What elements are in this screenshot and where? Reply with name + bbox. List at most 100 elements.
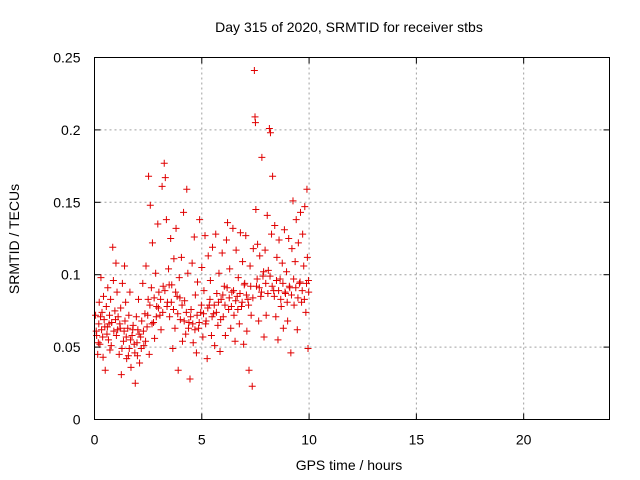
data-point xyxy=(287,291,295,299)
data-point xyxy=(249,294,257,302)
data-point xyxy=(270,292,278,300)
data-point xyxy=(296,278,304,286)
data-point xyxy=(165,281,173,289)
x-tick-labels: 0 5 10 15 20 xyxy=(91,432,532,448)
data-point xyxy=(139,327,147,335)
data-point xyxy=(139,279,147,287)
data-point xyxy=(193,311,201,319)
data-point xyxy=(223,284,231,292)
data-point xyxy=(94,339,102,347)
data-point xyxy=(236,229,244,237)
data-point xyxy=(245,366,253,374)
data-point xyxy=(142,337,150,345)
data-point xyxy=(132,313,140,321)
data-point xyxy=(122,298,130,306)
data-point xyxy=(137,333,145,341)
data-point xyxy=(180,208,188,216)
y-axis-label: SRMTID / TECUs xyxy=(6,184,22,294)
data-point xyxy=(125,345,133,353)
data-point xyxy=(145,350,153,358)
data-point xyxy=(219,291,227,299)
data-point xyxy=(122,333,130,341)
data-point xyxy=(172,224,180,232)
data-point xyxy=(112,332,120,340)
data-point xyxy=(297,208,304,216)
data-point xyxy=(121,317,129,325)
data-point xyxy=(265,124,273,132)
data-point xyxy=(116,320,124,328)
data-point xyxy=(214,321,222,329)
plot-frame xyxy=(94,57,610,420)
data-point xyxy=(262,311,270,319)
data-point xyxy=(305,288,313,296)
data-point xyxy=(259,272,267,280)
data-point xyxy=(242,291,250,299)
data-point xyxy=(102,303,110,311)
data-point xyxy=(106,311,114,319)
data-point xyxy=(97,274,105,282)
data-point xyxy=(109,276,117,284)
data-point xyxy=(246,262,254,270)
data-point xyxy=(290,301,298,309)
data-point xyxy=(150,294,158,302)
data-point xyxy=(182,330,190,338)
data-point xyxy=(299,230,307,238)
data-point xyxy=(123,355,131,363)
data-point xyxy=(288,245,296,253)
data-point xyxy=(261,246,269,254)
data-point xyxy=(283,298,291,306)
x-tick-label: 15 xyxy=(409,432,425,448)
data-point xyxy=(95,320,103,328)
data-point xyxy=(298,287,306,295)
data-point xyxy=(161,287,169,295)
data-point xyxy=(236,290,244,298)
data-point xyxy=(199,333,207,341)
data-point xyxy=(287,349,295,357)
data-point xyxy=(157,295,165,303)
data-point xyxy=(111,307,119,315)
data-point xyxy=(244,295,252,303)
data-point xyxy=(127,363,135,371)
data-point xyxy=(303,279,311,287)
data-point xyxy=(268,282,276,290)
data-point xyxy=(207,332,215,340)
data-point xyxy=(163,303,171,311)
data-point xyxy=(278,259,286,267)
data-point xyxy=(186,375,194,383)
data-point xyxy=(276,275,284,283)
data-point xyxy=(154,220,162,228)
data-point xyxy=(153,303,161,311)
y-tick-labels: 0 0.05 0.1 0.15 0.2 0.25 xyxy=(53,50,80,428)
y-tick-label: 0.15 xyxy=(53,194,80,210)
data-point xyxy=(256,252,264,260)
data-point xyxy=(92,311,100,319)
data-point xyxy=(264,266,272,274)
data-point xyxy=(101,366,109,374)
data-point xyxy=(247,311,255,319)
data-point xyxy=(190,233,198,241)
data-point xyxy=(243,327,251,335)
data-point xyxy=(137,345,145,353)
data-point xyxy=(182,308,190,316)
data-point xyxy=(148,239,156,247)
data-point xyxy=(152,269,160,277)
data-point xyxy=(263,211,271,219)
data-point xyxy=(295,279,303,287)
data-point xyxy=(229,224,237,232)
x-tick-label: 5 xyxy=(198,432,206,448)
data-point xyxy=(215,269,223,277)
y-tick-label: 0.1 xyxy=(61,267,81,283)
data-point xyxy=(177,253,185,261)
data-point xyxy=(240,340,248,348)
data-point xyxy=(131,379,139,387)
data-point xyxy=(112,316,120,324)
data-point xyxy=(92,327,100,335)
data-point xyxy=(157,326,165,334)
data-point xyxy=(174,310,182,318)
data-point xyxy=(257,292,265,300)
data-point xyxy=(117,304,125,312)
data-point xyxy=(200,310,208,318)
data-point xyxy=(171,324,179,332)
data-point xyxy=(180,317,188,325)
data-point xyxy=(274,336,282,344)
